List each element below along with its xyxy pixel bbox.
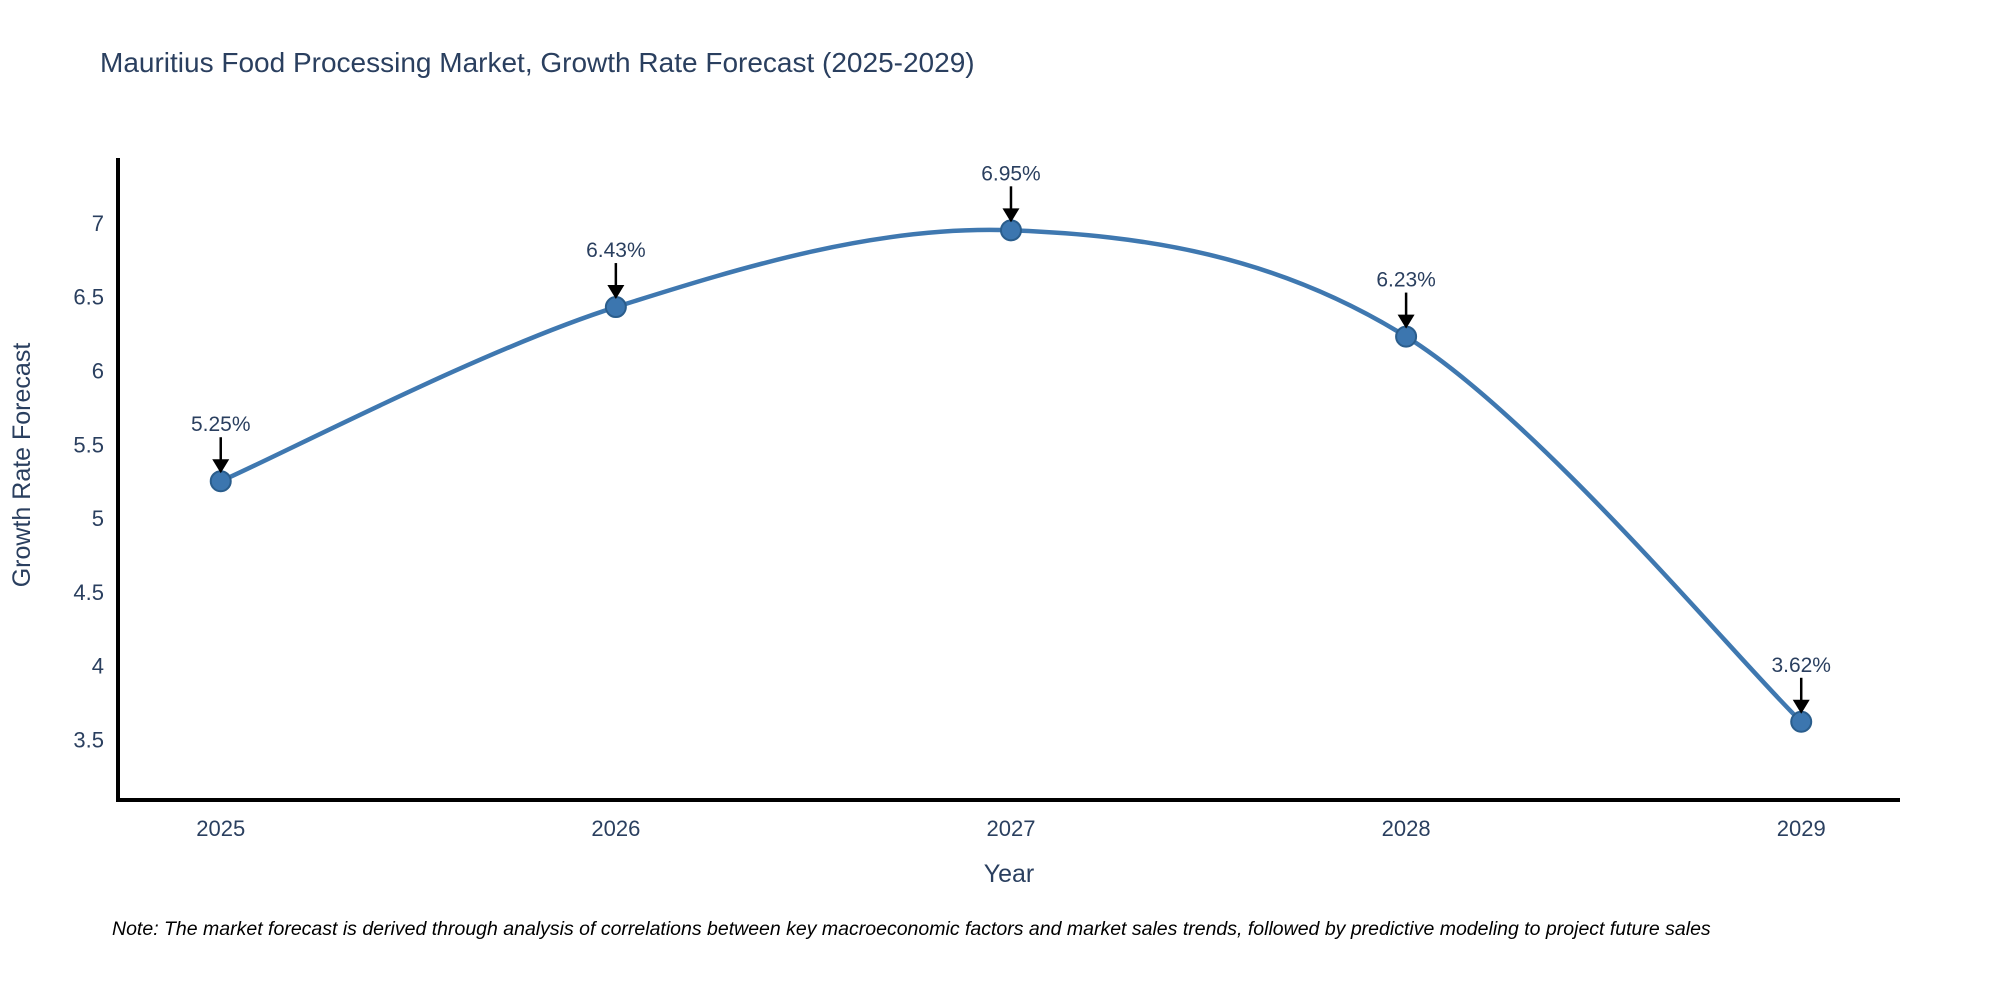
x-tick-label: 2028: [1382, 816, 1431, 841]
x-tick-label: 2027: [986, 816, 1035, 841]
y-tick-label: 7: [92, 211, 104, 236]
point-value-label: 6.43%: [586, 239, 646, 262]
y-axis-title: Growth Rate Forecast: [8, 343, 36, 588]
chart-title: Mauritius Food Processing Market, Growth…: [100, 47, 975, 78]
point-value-label: 6.23%: [1376, 269, 1436, 292]
data-point-marker: [1790, 710, 1813, 733]
point-value-label: 5.25%: [191, 413, 251, 436]
x-tick-label: 2025: [196, 816, 245, 841]
annotation-arrowhead: [1792, 699, 1810, 714]
point-value-label: 6.95%: [981, 162, 1041, 185]
annotation-arrowhead: [607, 285, 625, 300]
y-tick-label: 4.5: [73, 580, 104, 605]
y-tick-label: 3.5: [73, 727, 104, 752]
y-tick-label: 4: [92, 654, 104, 679]
data-point-marker: [604, 296, 627, 319]
data-point-marker: [999, 219, 1022, 242]
x-axis-title: Year: [984, 860, 1035, 888]
annotation-arrowhead: [1397, 314, 1415, 329]
point-value-label: 3.62%: [1771, 654, 1831, 677]
y-tick-label: 6: [92, 359, 104, 384]
y-tick-label: 6.5: [73, 285, 104, 310]
series-line: [218, 227, 1804, 725]
x-tick-label: 2026: [591, 816, 640, 841]
annotation-arrowhead: [212, 459, 230, 474]
plot-layer: 3.5 4 4.5 5 5.5 6 6.5 7 2025 2026 2027 2028 2029 5.25…: [73, 162, 1831, 841]
x-tick-label: 2029: [1777, 816, 1826, 841]
annotation-arrowhead: [1002, 208, 1020, 223]
y-tick-label: 5.5: [73, 432, 104, 457]
data-point-marker: [1395, 325, 1418, 348]
footnote: Note: The market forecast is derived thr…: [112, 918, 1711, 940]
y-tick-label: 5: [92, 506, 104, 531]
data-point-marker: [209, 470, 232, 493]
